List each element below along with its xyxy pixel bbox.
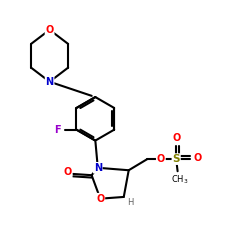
Text: H: H <box>127 198 133 207</box>
Text: CH$_3$: CH$_3$ <box>170 174 188 186</box>
Text: N: N <box>46 77 54 87</box>
Text: O: O <box>46 25 54 35</box>
Text: N: N <box>94 163 102 173</box>
Text: O: O <box>64 167 72 177</box>
Text: O: O <box>157 154 165 164</box>
Text: O: O <box>96 194 104 204</box>
Text: F: F <box>54 125 61 135</box>
Text: S: S <box>172 154 180 164</box>
Text: O: O <box>172 133 180 143</box>
Text: O: O <box>193 153 202 163</box>
